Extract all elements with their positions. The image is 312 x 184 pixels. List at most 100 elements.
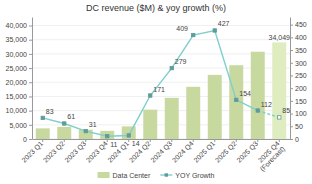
tick: 2025 Q1	[192, 139, 217, 164]
tick-mark	[29, 111, 32, 112]
line-label: 14	[132, 140, 140, 147]
bar	[57, 127, 71, 139]
tick-label: 2024 Q4	[171, 140, 196, 165]
tick-label: 2025 Q2	[214, 140, 239, 165]
tick: 0	[290, 136, 299, 143]
tick: 10,000	[6, 107, 32, 114]
tick-mark	[290, 101, 293, 102]
line-label: 409	[176, 25, 188, 32]
tick-mark	[64, 139, 65, 142]
bar	[208, 75, 222, 139]
tick: 2025 Q3	[235, 139, 260, 164]
marker	[84, 129, 87, 132]
line-label: 154	[239, 90, 251, 97]
line-label: 11	[110, 141, 117, 148]
tick-label: 50	[295, 123, 303, 130]
marker	[192, 33, 195, 36]
tick-label: 2024 Q3	[149, 140, 174, 165]
tick-label: 15,000	[6, 93, 28, 100]
tick-label: 2023 Q1	[20, 140, 45, 165]
tick-label: 100	[295, 110, 307, 117]
tick-mark	[171, 139, 172, 142]
tick-mark	[128, 139, 129, 142]
y2-axis: 050100150200250300350400450	[290, 18, 307, 143]
tick: 50	[290, 123, 303, 130]
bar	[79, 130, 93, 139]
tick: 100	[290, 110, 307, 117]
x-axis-line	[33, 139, 291, 140]
marker	[278, 116, 281, 119]
tick: 250	[290, 72, 307, 79]
tick-label: 0	[295, 136, 299, 143]
tick-label: 400	[295, 34, 307, 41]
marks	[36, 29, 286, 139]
tick-mark	[107, 139, 108, 142]
tick-label: 2023 Q2	[42, 140, 67, 165]
tick-mark	[29, 96, 32, 97]
tick-label: 25,000	[6, 65, 28, 72]
tick-mark	[290, 50, 293, 51]
bar	[143, 110, 157, 139]
tick-mark	[214, 139, 215, 142]
marker	[149, 94, 152, 97]
tick-label: 2025 Q1	[192, 140, 217, 165]
tick-label: 150	[295, 98, 307, 105]
tick-mark	[29, 82, 32, 83]
marker	[63, 122, 66, 125]
legend-item: Data Center	[98, 172, 151, 179]
plot: 34,04983613111141712794094271541128505,0…	[6, 18, 307, 174]
line-label: 112	[261, 101, 272, 108]
tick: 350	[290, 47, 307, 54]
tick-mark	[29, 125, 32, 126]
tick: 300	[290, 59, 307, 66]
tick-label: 2023 Q4	[85, 140, 110, 165]
line-label: 83	[46, 108, 54, 115]
marker	[213, 29, 216, 32]
marker	[127, 134, 130, 137]
line-label: 31	[89, 121, 97, 128]
tick-label: 2025 Q3	[235, 140, 260, 165]
x-axis: 2023 Q12023 Q22023 Q32023 Q42024 Q12024 …	[20, 139, 290, 173]
tick-label: 300	[295, 59, 307, 66]
tick-mark	[290, 126, 293, 127]
tick-mark	[290, 63, 293, 64]
legend-swatch	[98, 172, 110, 178]
tick-label: 450	[295, 21, 307, 28]
chart: 34,04983613111141712794094271541128505,0…	[0, 0, 312, 184]
tick: 2025 Q2	[214, 139, 239, 164]
tick-label: 35,000	[6, 36, 28, 43]
tick: 2023 Q1	[20, 139, 45, 164]
bar	[272, 42, 286, 139]
tick-mark	[290, 25, 293, 26]
tick: 25,000	[6, 65, 32, 72]
tick-mark	[29, 139, 32, 140]
tick: 2024 Q2	[128, 139, 153, 164]
legend-label: Data Center	[113, 172, 151, 179]
tick-label: 350	[295, 47, 307, 54]
tick-mark	[85, 139, 86, 142]
marker	[106, 135, 109, 138]
tick-label: 250	[295, 72, 307, 79]
legend-marker	[165, 173, 168, 176]
tick-mark	[29, 54, 32, 55]
bar	[122, 126, 136, 139]
tick-mark	[279, 139, 280, 142]
tick-label: 40,000	[6, 22, 28, 29]
tick-mark	[42, 139, 43, 142]
y-axis: 05,00010,00015,00020,00025,00030,00035,0…	[6, 18, 33, 143]
tick: 450	[290, 21, 307, 28]
tick: 2023 Q2	[42, 139, 67, 164]
tick: 2025 Q4(Forecast)	[253, 139, 286, 173]
marker	[41, 116, 44, 119]
tick: 35,000	[6, 36, 32, 43]
tick: 2024 Q1	[106, 139, 131, 164]
tick: 2024 Q3	[149, 139, 174, 164]
marker	[256, 109, 259, 112]
tick: 20,000	[6, 79, 32, 86]
tick-label: 2024 Q2	[128, 140, 153, 165]
tick: 40,000	[6, 22, 32, 29]
line-label: 279	[175, 58, 187, 65]
grid	[32, 26, 290, 139]
tick-mark	[236, 139, 237, 142]
tick-label: 0	[23, 136, 27, 143]
